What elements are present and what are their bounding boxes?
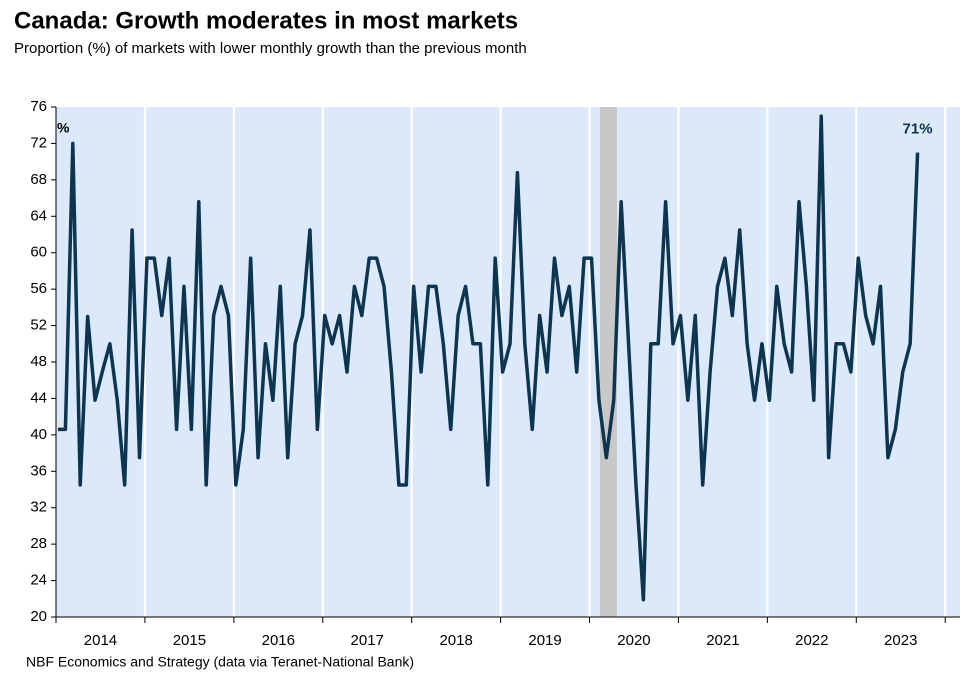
- x-tick-label: 2021: [706, 632, 739, 649]
- chart-title: Canada: Growth moderates in most markets: [14, 7, 518, 34]
- y-tick-label: 32: [30, 499, 47, 516]
- y-tick-label: 60: [30, 244, 47, 261]
- y-tick-label: 40: [30, 426, 47, 443]
- y-tick-label: 24: [30, 572, 47, 589]
- x-tick-label: 2014: [84, 632, 117, 649]
- x-tick-label: 2017: [351, 632, 384, 649]
- x-tick-label: 2022: [795, 632, 828, 649]
- y-tick-label: 76: [30, 98, 47, 115]
- plot-area: [56, 107, 960, 617]
- y-tick-label: 72: [30, 134, 47, 151]
- x-tick-label: 2018: [439, 632, 472, 649]
- x-tick-label: 2015: [173, 632, 206, 649]
- y-tick-label: 68: [30, 171, 47, 188]
- y-tick-label: 64: [30, 207, 47, 224]
- data-line: [58, 114, 920, 602]
- end-label: 71%: [903, 121, 933, 138]
- y-tick-label: 48: [30, 353, 47, 370]
- source-note: NBF Economics and Strategy (data via Ter…: [26, 654, 414, 670]
- x-tick-label: 2016: [262, 632, 295, 649]
- y-tick-label: 52: [30, 317, 47, 334]
- shaded-period: [600, 107, 617, 617]
- y-tick-label: 20: [30, 608, 47, 625]
- y-tick-label: 56: [30, 280, 47, 297]
- chart-subtitle: Proportion (%) of markets with lower mon…: [14, 40, 527, 57]
- x-tick-label: 2019: [528, 632, 561, 649]
- y-unit-label: %: [57, 120, 70, 136]
- y-tick-label: 36: [30, 462, 47, 479]
- y-tick-label: 44: [30, 389, 47, 406]
- x-tick-label: 2020: [617, 632, 650, 649]
- x-tick-label: 2023: [884, 632, 917, 649]
- y-tick-label: 28: [30, 535, 47, 552]
